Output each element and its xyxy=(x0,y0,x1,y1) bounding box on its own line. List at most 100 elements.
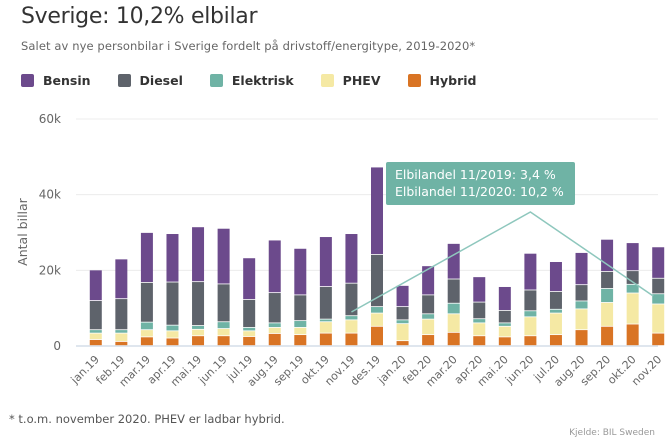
legend-item-hybrid[interactable]: Hybrid xyxy=(407,73,476,88)
bar-segment-bensin-mar-20[interactable] xyxy=(447,243,460,279)
bar-segment-hybrid-mar-20[interactable] xyxy=(447,332,460,346)
bar-segment-phev-aug-19[interactable] xyxy=(268,327,281,334)
bar-segment-phev-sep-19[interactable] xyxy=(294,327,307,335)
bar-segment-elektrisk-jul-19[interactable] xyxy=(243,327,256,331)
bar-segment-phev-mar-20[interactable] xyxy=(447,314,460,332)
bar-segment-elektrisk-des-19[interactable] xyxy=(371,307,383,313)
bar-segment-phev-apr-19[interactable] xyxy=(166,331,179,338)
bar-segment-diesel-apr-19[interactable] xyxy=(166,282,179,325)
legend-item-elektrisk[interactable]: Elektrisk xyxy=(209,73,294,88)
bar-segment-diesel-feb-20[interactable] xyxy=(422,295,435,314)
bar-segment-hybrid-feb-19[interactable] xyxy=(115,341,128,346)
bar-segment-bensin-jan-20[interactable] xyxy=(396,285,409,307)
bar-segment-hybrid-nov-19[interactable] xyxy=(345,333,358,346)
bar-segment-hybrid-jan-19[interactable] xyxy=(89,339,102,346)
bar-segment-elektrisk-aug-19[interactable] xyxy=(268,323,281,328)
bar-segment-hybrid-jun-20[interactable] xyxy=(524,336,537,346)
bar-segment-hybrid-jul-20[interactable] xyxy=(549,335,562,346)
bar-segment-elektrisk-sep-19[interactable] xyxy=(294,321,307,328)
bar-segment-bensin-feb-19[interactable] xyxy=(115,259,128,299)
bar-segment-diesel-jul-19[interactable] xyxy=(243,299,256,328)
bar-segment-phev-des-19[interactable] xyxy=(371,313,383,326)
bar-segment-elektrisk-feb-19[interactable] xyxy=(115,330,128,333)
bar-segment-hybrid-jun-19[interactable] xyxy=(217,336,230,346)
bar-segment-diesel-mai-20[interactable] xyxy=(498,310,511,323)
legend-item-diesel[interactable]: Diesel xyxy=(117,73,183,88)
bar-segment-diesel-okt-19[interactable] xyxy=(319,286,332,319)
bar-segment-bensin-jun-19[interactable] xyxy=(217,228,230,284)
bar-segment-hybrid-apr-20[interactable] xyxy=(473,336,486,346)
bar-segment-elektrisk-nov-20[interactable] xyxy=(652,294,665,304)
bar-segment-elektrisk-feb-20[interactable] xyxy=(422,314,435,319)
bar-segment-bensin-aug-20[interactable] xyxy=(575,252,588,285)
bar-segment-bensin-des-19[interactable] xyxy=(371,167,383,255)
bar-segment-elektrisk-mai-19[interactable] xyxy=(192,325,205,329)
bar-segment-elektrisk-jun-20[interactable] xyxy=(524,311,537,317)
bar-segment-elektrisk-mai-20[interactable] xyxy=(498,323,511,326)
bar-segment-phev-jul-20[interactable] xyxy=(549,313,562,335)
bar-segment-phev-aug-20[interactable] xyxy=(575,309,588,330)
bar-segment-diesel-nov-20[interactable] xyxy=(652,278,665,294)
bar-segment-bensin-mai-20[interactable] xyxy=(498,286,511,311)
bar-segment-bensin-jan-19[interactable] xyxy=(89,270,102,301)
bar-segment-bensin-mai-19[interactable] xyxy=(192,227,205,282)
bar-segment-bensin-jul-20[interactable] xyxy=(549,262,562,292)
bar-segment-hybrid-jan-20[interactable] xyxy=(396,341,409,346)
bar-segment-bensin-sep-19[interactable] xyxy=(294,248,307,295)
bar-segment-diesel-sep-19[interactable] xyxy=(294,295,307,321)
bar-segment-diesel-mai-19[interactable] xyxy=(192,282,205,326)
bar-segment-elektrisk-nov-19[interactable] xyxy=(345,316,358,320)
bar-segment-phev-mai-20[interactable] xyxy=(498,326,511,337)
bar-segment-diesel-jun-19[interactable] xyxy=(217,284,230,322)
bar-segment-elektrisk-jan-19[interactable] xyxy=(89,330,102,333)
bar-segment-elektrisk-jan-20[interactable] xyxy=(396,320,409,324)
bar-segment-elektrisk-apr-20[interactable] xyxy=(473,319,486,323)
bar-segment-phev-feb-20[interactable] xyxy=(422,319,435,335)
bar-segment-diesel-jan-19[interactable] xyxy=(89,300,102,330)
bar-segment-elektrisk-okt-19[interactable] xyxy=(319,319,332,322)
bar-segment-phev-jan-19[interactable] xyxy=(89,333,102,340)
bar-segment-diesel-jul-20[interactable] xyxy=(549,291,562,309)
bar-segment-hybrid-okt-20[interactable] xyxy=(626,324,639,346)
bar-segment-diesel-mar-19[interactable] xyxy=(140,282,153,322)
bar-segment-elektrisk-okt-20[interactable] xyxy=(626,284,639,293)
bar-segment-bensin-apr-20[interactable] xyxy=(473,277,486,302)
bar-segment-diesel-des-19[interactable] xyxy=(371,254,383,307)
bar-segment-hybrid-mar-19[interactable] xyxy=(140,337,153,346)
bar-segment-hybrid-okt-19[interactable] xyxy=(319,333,332,346)
bar-segment-hybrid-feb-20[interactable] xyxy=(422,335,435,346)
bar-segment-hybrid-des-19[interactable] xyxy=(371,326,383,346)
bar-segment-elektrisk-aug-20[interactable] xyxy=(575,301,588,309)
bar-segment-elektrisk-jul-20[interactable] xyxy=(549,309,562,313)
bar-segment-bensin-jul-19[interactable] xyxy=(243,258,256,300)
bar-segment-diesel-feb-19[interactable] xyxy=(115,299,128,330)
bar-segment-elektrisk-mar-19[interactable] xyxy=(140,322,153,330)
bar-segment-phev-apr-20[interactable] xyxy=(473,323,486,336)
bar-segment-elektrisk-jun-19[interactable] xyxy=(217,322,230,329)
bar-segment-hybrid-jul-19[interactable] xyxy=(243,336,256,346)
bar-segment-phev-jan-20[interactable] xyxy=(396,324,409,341)
bar-segment-diesel-nov-19[interactable] xyxy=(345,283,358,316)
bar-segment-phev-feb-19[interactable] xyxy=(115,333,128,342)
bar-segment-hybrid-apr-19[interactable] xyxy=(166,338,179,346)
bar-segment-phev-mar-19[interactable] xyxy=(140,330,153,337)
legend-item-bensin[interactable]: Bensin xyxy=(21,73,91,88)
bar-segment-phev-mai-19[interactable] xyxy=(192,329,205,336)
bar-segment-diesel-aug-19[interactable] xyxy=(268,293,281,323)
bar-segment-phev-jun-19[interactable] xyxy=(217,328,230,336)
bar-segment-diesel-sep-20[interactable] xyxy=(601,271,614,289)
bar-segment-phev-okt-20[interactable] xyxy=(626,293,639,324)
bar-segment-phev-jul-19[interactable] xyxy=(243,331,256,337)
bar-segment-elektrisk-sep-20[interactable] xyxy=(601,288,614,303)
bar-segment-bensin-apr-19[interactable] xyxy=(166,234,179,282)
bar-segment-phev-sep-20[interactable] xyxy=(601,302,614,326)
bar-segment-diesel-apr-20[interactable] xyxy=(473,302,486,319)
bar-segment-phev-jun-20[interactable] xyxy=(524,317,537,336)
bar-segment-hybrid-mai-19[interactable] xyxy=(192,336,205,346)
bar-segment-elektrisk-mar-20[interactable] xyxy=(447,303,460,314)
bar-segment-phev-nov-19[interactable] xyxy=(345,320,358,333)
bar-segment-bensin-jun-20[interactable] xyxy=(524,253,537,290)
bar-segment-bensin-okt-20[interactable] xyxy=(626,243,639,271)
bar-segment-hybrid-mai-20[interactable] xyxy=(498,337,511,346)
bar-segment-bensin-nov-20[interactable] xyxy=(652,247,665,278)
